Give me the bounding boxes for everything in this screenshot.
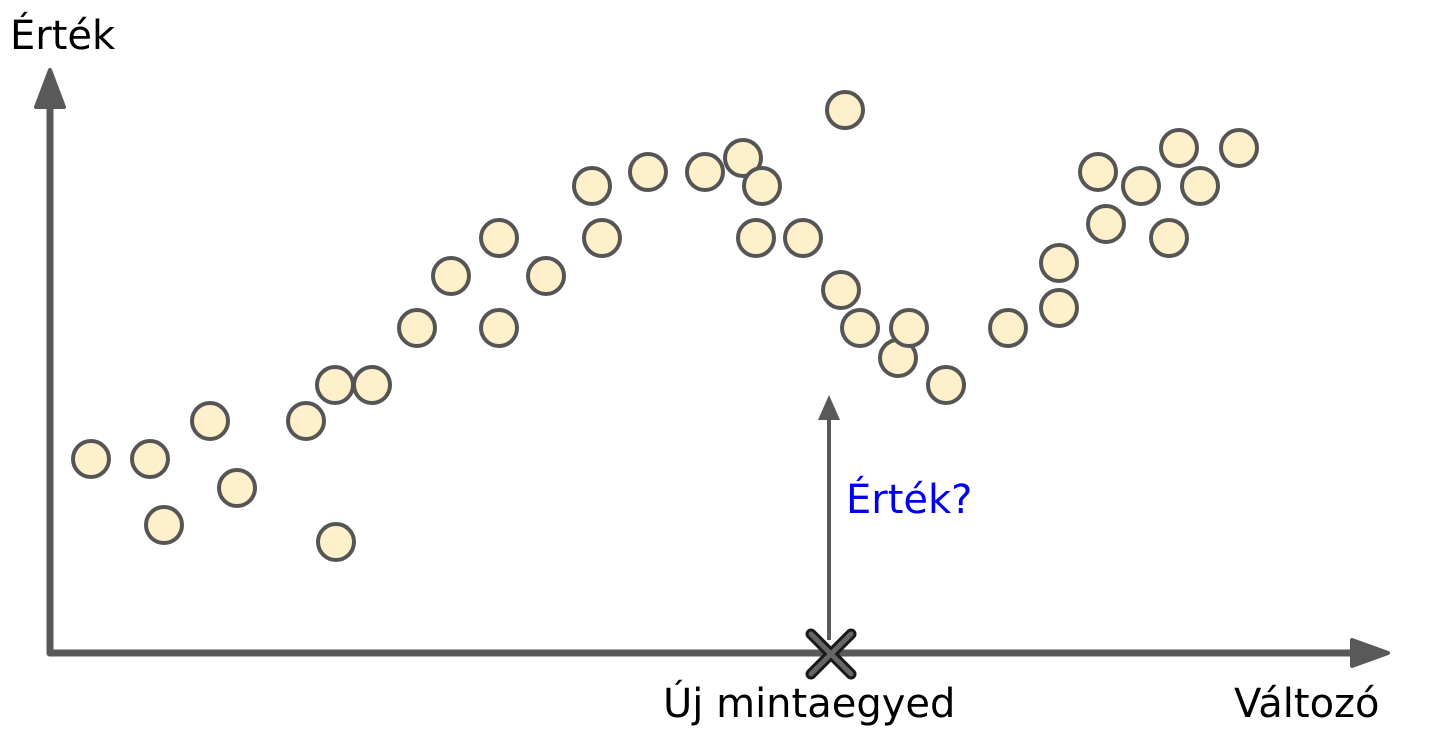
data-point xyxy=(479,308,519,348)
data-point xyxy=(144,505,184,545)
data-point xyxy=(526,256,566,296)
data-point xyxy=(286,401,326,441)
data-point xyxy=(685,152,725,192)
data-point xyxy=(1180,166,1220,206)
data-point xyxy=(889,308,929,348)
data-point xyxy=(397,308,437,348)
x-axis-arrowhead xyxy=(1350,638,1390,668)
data-point xyxy=(1039,243,1079,283)
data-point xyxy=(783,218,823,258)
y-axis-label: Érték xyxy=(10,13,116,59)
data-point xyxy=(1219,128,1259,168)
data-point xyxy=(352,365,392,405)
data-point xyxy=(825,90,865,130)
data-point xyxy=(1121,166,1161,206)
data-point xyxy=(1039,288,1079,328)
data-point xyxy=(1086,204,1126,244)
data-point xyxy=(1149,218,1189,258)
data-point xyxy=(130,439,170,479)
data-point xyxy=(628,152,668,192)
data-points xyxy=(71,90,1259,562)
data-point xyxy=(582,218,622,258)
data-point xyxy=(742,166,782,206)
query-arrowhead xyxy=(818,395,840,420)
data-point xyxy=(926,365,966,405)
data-point xyxy=(315,365,355,405)
data-point xyxy=(1159,128,1199,168)
data-point xyxy=(71,439,111,479)
data-point xyxy=(572,166,612,206)
new-instance-label: Új mintaegyed xyxy=(663,681,956,727)
query-label: Érték? xyxy=(846,477,973,523)
x-axis-label: Változó xyxy=(1234,681,1380,727)
data-point xyxy=(736,218,776,258)
cross-icon xyxy=(805,628,857,680)
data-point xyxy=(988,308,1028,348)
data-point xyxy=(479,218,519,258)
data-point xyxy=(723,138,763,178)
y-axis-arrowhead xyxy=(34,68,66,109)
data-point xyxy=(1078,152,1118,192)
data-point xyxy=(840,308,880,348)
data-point xyxy=(821,270,861,310)
data-point xyxy=(217,468,257,508)
data-point xyxy=(190,401,230,441)
data-point xyxy=(431,256,471,296)
data-point xyxy=(316,522,356,562)
